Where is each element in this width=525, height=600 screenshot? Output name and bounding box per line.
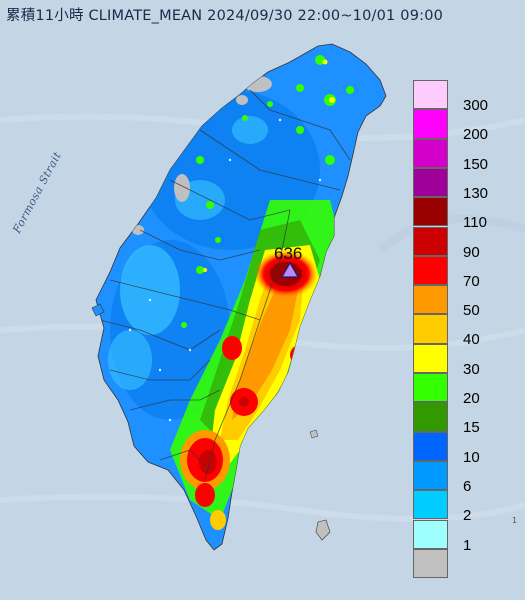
legend-swatch [413, 343, 448, 373]
county-boundaries [99, 89, 351, 481]
legend-label: 90 [463, 243, 480, 261]
legend-swatch [413, 197, 448, 227]
edge-mark: 1 [512, 516, 518, 525]
legend-label: 40 [463, 331, 480, 349]
legend-swatch [413, 80, 448, 110]
legend-swatch [413, 285, 448, 315]
map-title: 累積11小時 CLIMATE_MEAN 2024/09/30 22:00~10/… [6, 8, 444, 24]
rainfall-layers [99, 55, 366, 530]
legend-swatch [413, 431, 448, 461]
legend-label: 50 [463, 302, 480, 320]
legend-label: 150 [463, 155, 489, 173]
legend-swatch [413, 460, 448, 491]
legend-swatch [413, 548, 448, 579]
legend-label: 6 [463, 477, 472, 495]
legend-label: 15 [463, 419, 480, 437]
max-rainfall-label: 636 [274, 244, 303, 263]
legend-label: 200 [463, 126, 489, 144]
legend-swatch [413, 314, 448, 344]
legend-swatch [413, 373, 448, 403]
legend-swatch [413, 109, 448, 139]
legend-label: 2 [463, 507, 472, 525]
legend-swatch [413, 138, 448, 168]
legend-swatch [413, 255, 448, 286]
legend-label: 130 [463, 184, 489, 202]
legend-swatch [413, 226, 448, 256]
legend-label: 300 [463, 97, 489, 114]
legend-label: 20 [463, 390, 480, 407]
offshore-island [315, 519, 331, 541]
legend-swatch [413, 167, 448, 198]
legend-label: 10 [463, 448, 480, 466]
offshore-island [309, 429, 319, 439]
legend-swatch [413, 519, 448, 549]
legend-swatch [413, 490, 448, 520]
legend-label: 70 [463, 272, 480, 290]
offshore-island [91, 303, 105, 317]
triangle-marker-icon [281, 262, 299, 278]
legend-label: 1 [463, 536, 472, 554]
legend-label: 30 [463, 360, 480, 378]
legend-swatch [413, 402, 448, 432]
legend-label: 110 [463, 214, 487, 232]
